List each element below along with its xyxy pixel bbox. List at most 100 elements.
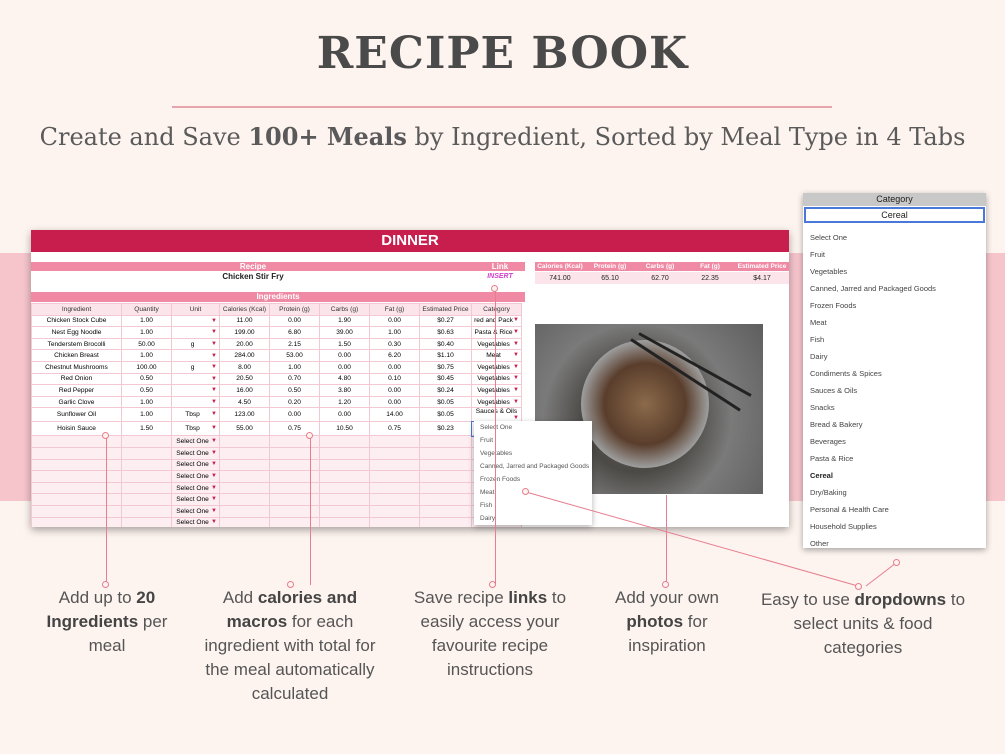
table-cell[interactable]: 0.00 — [369, 360, 420, 374]
table-cell[interactable] — [319, 470, 370, 483]
dropdown-caret-icon[interactable]: ▼ — [211, 363, 217, 370]
table-cell[interactable]: $0.23 — [419, 421, 472, 437]
dropdown-option[interactable]: Frozen Foods — [480, 476, 521, 483]
category-option[interactable]: Cereal — [810, 471, 833, 480]
table-cell[interactable] — [121, 493, 172, 506]
category-option[interactable]: Sauces & Oils — [810, 386, 858, 395]
table-cell[interactable]: Tbsp ▼ — [171, 421, 220, 437]
table-cell[interactable] — [31, 516, 122, 527]
table-cell[interactable]: 284.00 — [219, 349, 270, 362]
table-cell[interactable]: Select One ▼ — [171, 516, 220, 527]
table-cell[interactable] — [121, 516, 172, 527]
table-cell[interactable]: Vegetables ▼ — [471, 372, 522, 386]
category-option[interactable]: Dairy — [810, 352, 828, 361]
table-cell[interactable]: 11.00 — [219, 314, 270, 328]
table-cell[interactable]: Select One ▼ — [171, 504, 220, 518]
dropdown-option[interactable]: Select One — [480, 424, 513, 431]
table-cell[interactable]: 2.15 — [269, 337, 320, 351]
table-cell[interactable]: 0.20 — [269, 395, 320, 409]
table-cell[interactable]: 39.00 — [319, 326, 370, 339]
table-cell[interactable] — [319, 493, 370, 506]
table-cell[interactable]: Select One ▼ — [171, 435, 220, 448]
table-cell[interactable]: 1.00 — [121, 395, 172, 409]
table-cell[interactable]: $0.63 — [419, 326, 472, 339]
table-cell[interactable] — [269, 470, 320, 483]
table-cell[interactable]: red and Pack ▼ — [471, 314, 522, 328]
dropdown-caret-icon[interactable]: ▼ — [211, 438, 217, 445]
dropdown-option[interactable]: Vegetables — [480, 450, 513, 457]
dropdown-caret-icon[interactable]: ▼ — [513, 415, 519, 422]
table-cell[interactable] — [269, 481, 320, 495]
dropdown-caret-icon[interactable]: ▼ — [211, 449, 217, 456]
table-cell[interactable] — [369, 504, 420, 518]
table-cell[interactable] — [219, 516, 270, 527]
category-option[interactable]: Household Supplies — [810, 522, 877, 531]
category-option[interactable]: Meat — [810, 318, 827, 327]
table-cell[interactable] — [369, 458, 420, 472]
dropdown-caret-icon[interactable]: ▼ — [513, 328, 519, 335]
category-option[interactable]: Other — [810, 539, 829, 548]
table-cell[interactable] — [219, 504, 270, 518]
table-cell[interactable] — [369, 446, 420, 460]
table-cell[interactable] — [319, 516, 370, 527]
table-cell[interactable]: 10.50 — [319, 421, 370, 437]
dropdown-caret-icon[interactable]: ▼ — [211, 375, 217, 382]
table-cell[interactable] — [121, 435, 172, 448]
table-cell[interactable] — [419, 435, 472, 448]
table-cell[interactable] — [419, 481, 472, 495]
table-cell[interactable] — [269, 516, 320, 527]
table-cell[interactable] — [269, 446, 320, 460]
table-cell[interactable] — [419, 446, 472, 460]
dropdown-option[interactable]: Fish — [480, 502, 493, 509]
table-cell[interactable]: Vegetables ▼ — [471, 360, 522, 374]
table-cell[interactable]: 6.80 — [269, 326, 320, 339]
dropdown-caret-icon[interactable]: ▼ — [211, 461, 217, 468]
dropdown-caret-icon[interactable]: ▼ — [211, 425, 217, 432]
table-cell[interactable]: 14.00 — [369, 407, 420, 423]
table-cell[interactable] — [219, 470, 270, 483]
table-cell[interactable] — [319, 446, 370, 460]
dropdown-caret-icon[interactable]: ▼ — [513, 363, 519, 370]
table-cell[interactable]: ▼ — [171, 372, 220, 386]
table-cell[interactable]: $1.10 — [419, 349, 472, 362]
table-cell[interactable]: 0.00 — [269, 407, 320, 423]
dropdown-caret-icon[interactable]: ▼ — [211, 387, 217, 394]
table-cell[interactable] — [369, 435, 420, 448]
table-cell[interactable]: g ▼ — [171, 360, 220, 374]
table-cell[interactable]: 0.10 — [369, 372, 420, 386]
table-cell[interactable]: Vegetables ▼ — [471, 384, 522, 397]
table-cell[interactable] — [419, 458, 472, 472]
table-cell[interactable] — [31, 458, 122, 472]
table-cell[interactable] — [319, 435, 370, 448]
table-cell[interactable]: ▼ — [171, 314, 220, 328]
table-cell[interactable] — [269, 504, 320, 518]
table-cell[interactable] — [419, 516, 472, 527]
table-cell[interactable]: Hoisin Sauce — [31, 421, 122, 437]
table-cell[interactable] — [121, 504, 172, 518]
table-cell[interactable] — [419, 493, 472, 506]
dropdown-caret-icon[interactable]: ▼ — [211, 411, 217, 418]
category-option[interactable]: Condiments & Spices — [810, 369, 882, 378]
table-cell[interactable]: ▼ — [171, 349, 220, 362]
dropdown-caret-icon[interactable]: ▼ — [211, 399, 217, 406]
table-cell[interactable]: Nest Egg Noodle — [31, 326, 122, 339]
table-cell[interactable]: 55.00 — [219, 421, 270, 437]
table-cell[interactable]: Vegetables ▼ — [471, 337, 522, 351]
table-cell[interactable]: 0.30 — [369, 337, 420, 351]
table-cell[interactable]: Select One ▼ — [171, 446, 220, 460]
table-cell[interactable]: 0.00 — [319, 349, 370, 362]
table-cell[interactable]: $0.45 — [419, 372, 472, 386]
table-cell[interactable]: 0.50 — [121, 372, 172, 386]
table-cell[interactable] — [269, 458, 320, 472]
recipe-name[interactable]: Chicken Stir Fry — [222, 272, 284, 281]
table-cell[interactable]: Pasta & Rice ▼ — [471, 326, 522, 339]
table-cell[interactable]: 1.00 — [269, 360, 320, 374]
table-cell[interactable]: Select One ▼ — [171, 481, 220, 495]
table-cell[interactable]: 50.00 — [121, 337, 172, 351]
dropdown-caret-icon[interactable]: ▼ — [513, 317, 519, 324]
table-cell[interactable]: $0.75 — [419, 360, 472, 374]
dropdown-caret-icon[interactable]: ▼ — [211, 317, 217, 324]
table-cell[interactable]: Chestnut Mushrooms — [31, 360, 122, 374]
table-cell[interactable] — [219, 458, 270, 472]
table-cell[interactable] — [369, 516, 420, 527]
